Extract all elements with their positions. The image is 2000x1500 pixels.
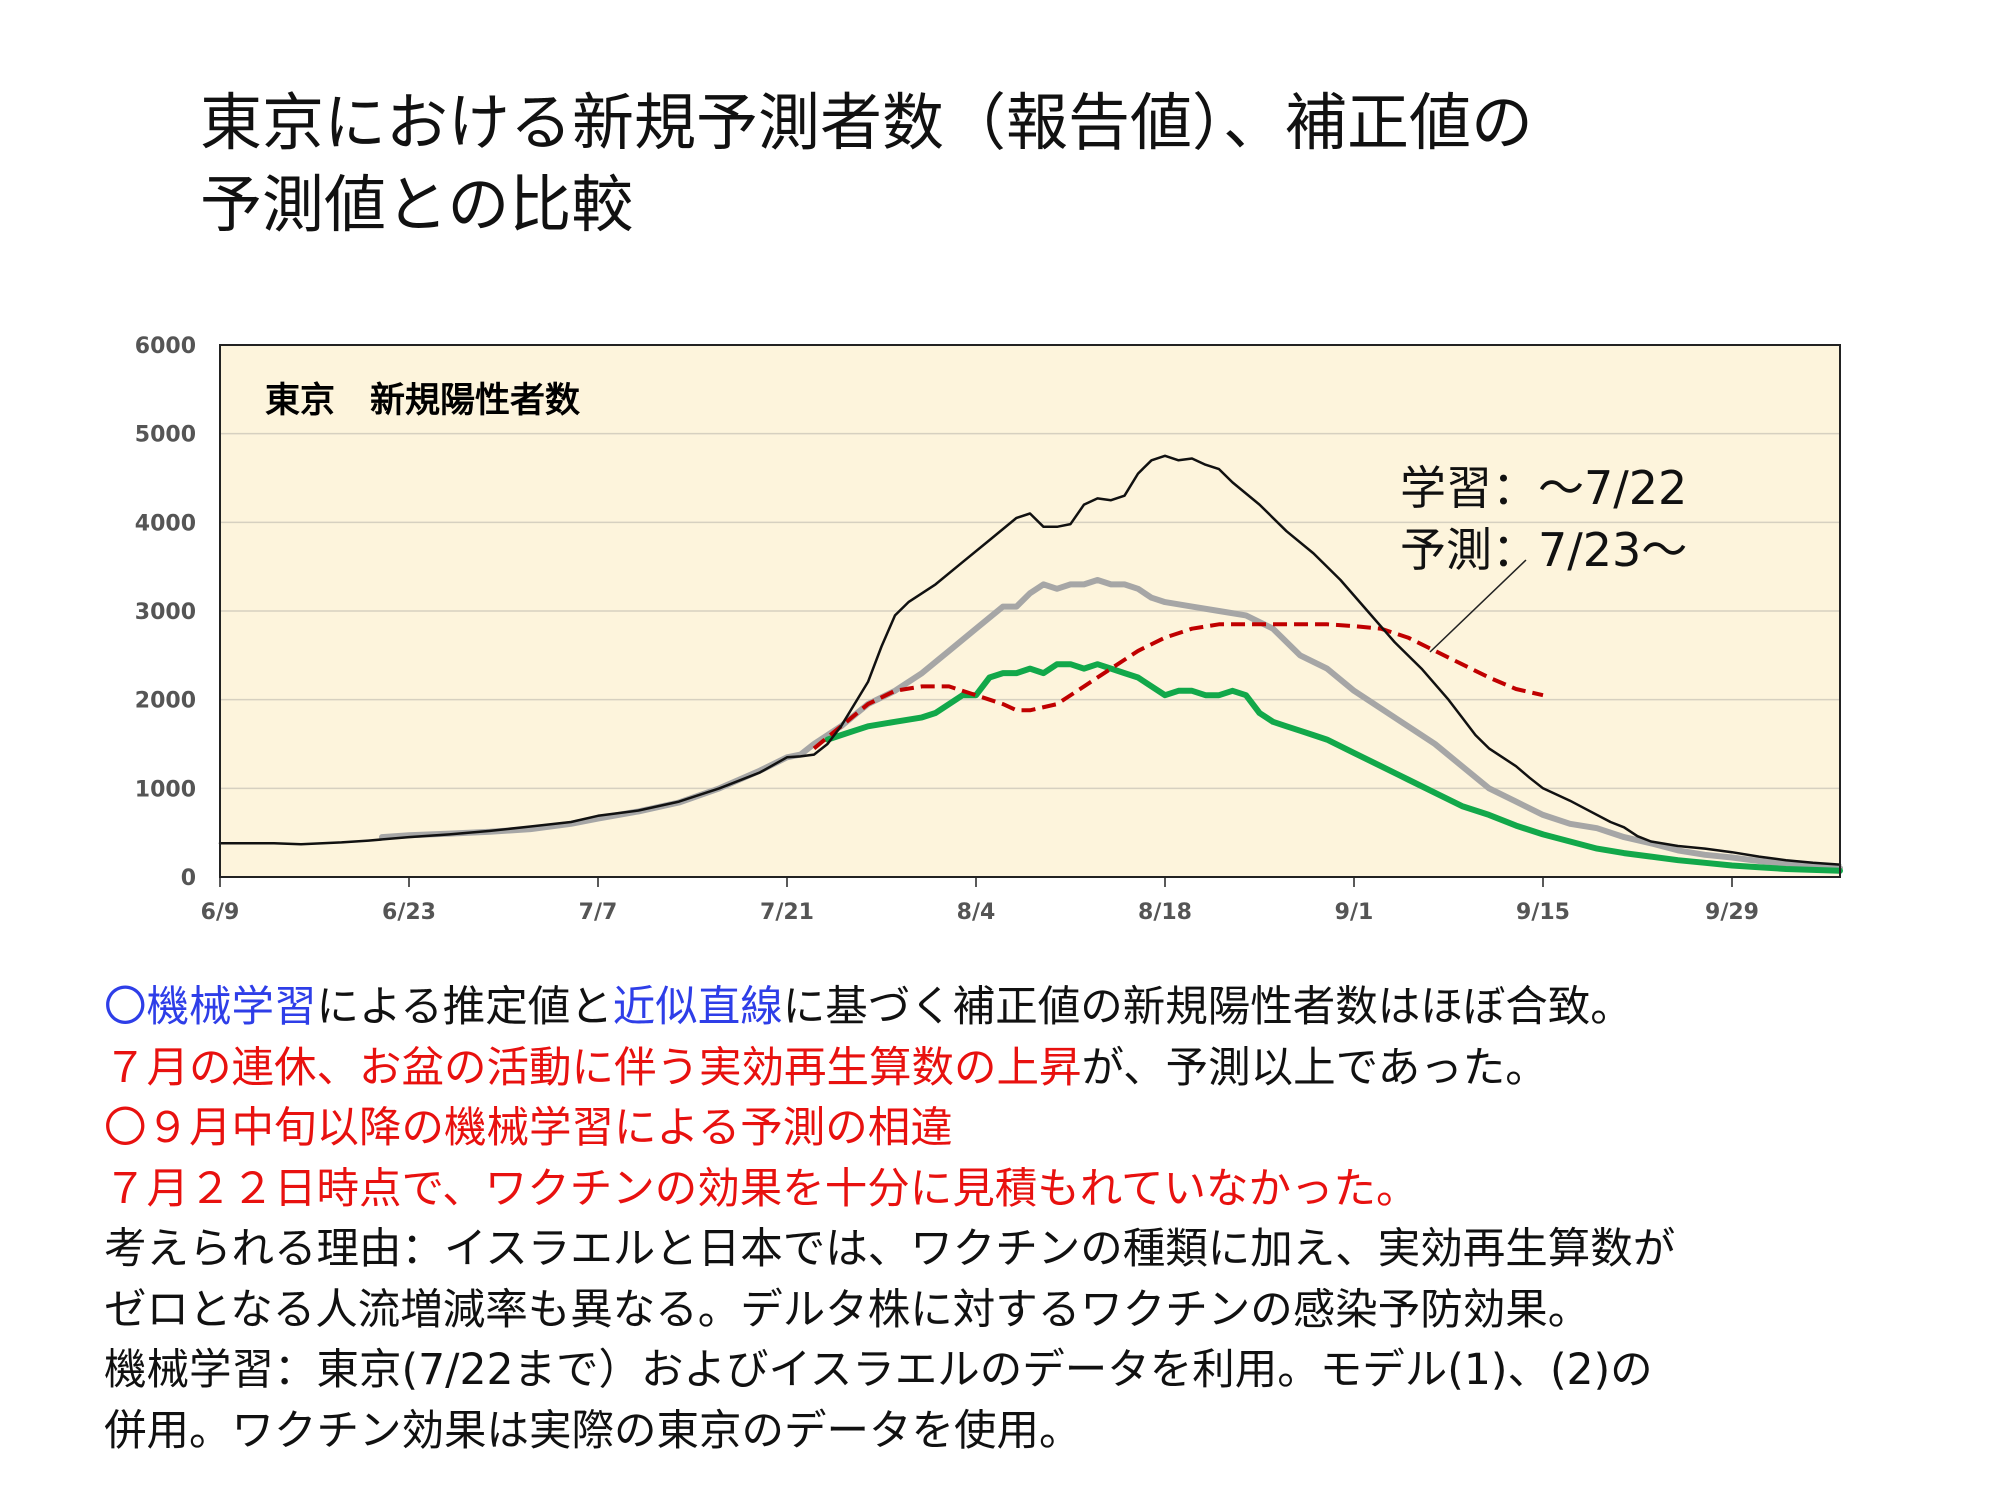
plot-border — [219, 344, 1841, 878]
note-text: による推定値と — [316, 983, 613, 1032]
note-line-8: 併用。ワクチン効果は実際の東京のデータを使用。 — [104, 1406, 1082, 1456]
y-tick-label: 5000 — [135, 423, 196, 448]
x-tick-label: 9/1 — [1335, 900, 1374, 925]
note-line-4: ７月２２日時点で、ワクチンの効果を十分に見積もれていなかった。 — [104, 1164, 1419, 1214]
annotation-line2: 予測：7/23～ — [1400, 523, 1687, 577]
series-line-0 — [218, 454, 1842, 866]
x-tick-label: 7/7 — [579, 900, 618, 925]
x-tick-label: 9/29 — [1705, 900, 1759, 925]
note-ml-term: 〇機械学習 — [104, 983, 317, 1032]
note-line-7: 機械学習：東京(7/22まで）およびイスラエルのデータを利用。モデル(1)、(2… — [104, 1346, 1653, 1395]
note-linear-term: 近似直線 — [612, 983, 783, 1032]
note-line-2: ７月の連休、お盆の活動に伴う実効再生算数の上昇が、予測以上であった。 — [104, 1039, 1984, 1100]
y-tick-label: 6000 — [135, 334, 196, 359]
annotation-leader — [1429, 559, 1527, 653]
note-text: に基づく補正値の新規陽性者数はほぼ合致。 — [782, 983, 1633, 1032]
x-axis-ticks: 6/9 6/23 7/7 7/21 8/4 8/18 9/1 9/15 9/29 — [201, 877, 1759, 925]
notes-block: 〇機械学習による推定値と近似直線に基づく補正値の新規陽性者数はほぼ合致。 ７月の… — [104, 978, 1984, 1462]
y-tick-label: 4000 — [135, 511, 196, 536]
x-tick-label: 7/21 — [760, 900, 814, 925]
annotation-line1: 学習：～7/22 — [1400, 461, 1687, 515]
chart-title: 東京 新規陽性者数 — [265, 380, 580, 421]
slide-title-line2: 予測値との比較 — [200, 168, 634, 241]
x-tick-label: 8/18 — [1138, 900, 1192, 925]
slide-title: 東京における新規予測者数（報告値）、補正値の 予測値との比較 — [200, 82, 1800, 246]
series-line-2 — [824, 661, 1843, 874]
y-axis-ticks: 0 1000 2000 3000 4000 5000 6000 — [135, 334, 196, 891]
y-tick-label: 3000 — [135, 600, 196, 625]
x-tick-label: 9/15 — [1516, 900, 1570, 925]
note-line-6: ゼロとなる人流増減率も異なる。デルタ株に対するワクチンの感染予防効果。 — [104, 1285, 1591, 1335]
slide-title-line1: 東京における新規予測者数（報告値）、補正値の — [200, 86, 1534, 159]
note-line-3: 〇９月中旬以降の機械学習による予測の相違 — [104, 1104, 953, 1153]
note-red-text: ７月の連休、お盆の活動に伴う実効再生算数の上昇 — [104, 1043, 1082, 1093]
x-tick-label: 8/4 — [957, 900, 996, 925]
note-line-1: 〇機械学習による推定値と近似直線に基づく補正値の新規陽性者数はほぼ合致。 — [104, 978, 1984, 1039]
note-text: が、予測以上であった。 — [1081, 1043, 1548, 1093]
series-layer — [218, 454, 1843, 874]
x-tick-label: 6/23 — [382, 900, 436, 925]
note-line-5: 考えられる理由：イスラエルと日本では、ワクチンの種類に加え、実効再生算数が — [104, 1225, 1676, 1274]
line-chart: 0 1000 2000 3000 4000 5000 6000 6/9 6/23 7/7 7/21… — [135, 334, 1843, 925]
y-tick-label: 2000 — [135, 689, 196, 714]
x-tick-label: 6/9 — [201, 900, 240, 925]
gridlines — [220, 432, 1840, 790]
y-tick-label: 1000 — [135, 777, 196, 802]
y-tick-label: 0 — [181, 866, 196, 891]
